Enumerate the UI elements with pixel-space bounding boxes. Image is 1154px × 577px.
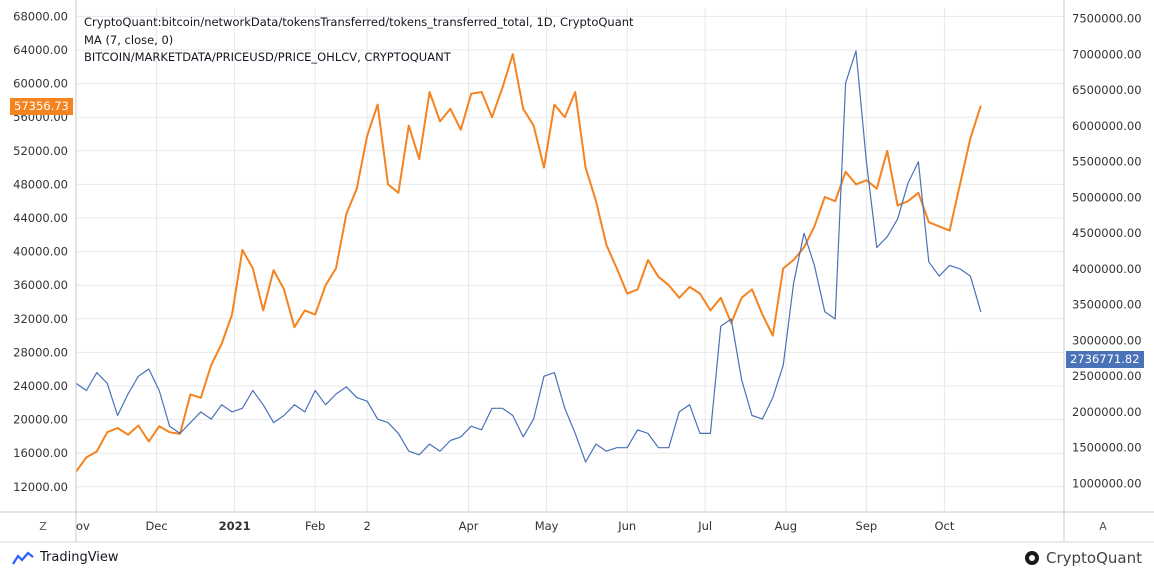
x-tick-label: ov — [76, 519, 90, 533]
tradingview-brand[interactable]: TradingView — [12, 550, 119, 565]
right-tick-label: 4000000.00 — [1072, 262, 1142, 276]
right-tick-label: 4500000.00 — [1072, 226, 1142, 240]
series-lines — [75, 50, 982, 473]
right-tick-label: 5000000.00 — [1072, 190, 1142, 204]
price-last-value-badge: 57356.73 — [10, 97, 73, 115]
right-tick-label: 1000000.00 — [1072, 476, 1142, 490]
left-tick-label: 64000.00 — [13, 43, 68, 57]
series-line-tokens — [75, 50, 982, 463]
x-tick-label: Oct — [934, 519, 954, 533]
left-tick-label: 12000.00 — [13, 480, 68, 494]
left-tick-label: 44000.00 — [13, 211, 68, 225]
plot-frame — [0, 0, 1154, 543]
x-tick-label: Aug — [775, 519, 797, 533]
x-tick-label: Dec — [145, 519, 167, 533]
left-tick-label: 60000.00 — [13, 77, 68, 91]
legend-line-price[interactable]: BITCOIN/MARKETDATA/PRICEUSD/PRICE_OHLCV,… — [84, 50, 451, 64]
x-tick-label: 2021 — [219, 519, 251, 533]
x-tick-label: Jun — [617, 519, 636, 533]
tokens-last-value-badge: 2736771.82 — [1066, 351, 1144, 369]
left-tick-label: 32000.00 — [13, 312, 68, 326]
left-tick-label: 48000.00 — [13, 177, 68, 191]
right-tick-label: 5500000.00 — [1072, 155, 1142, 169]
right-tick-label: 7000000.00 — [1072, 47, 1142, 61]
x-tick-label: May — [535, 519, 559, 533]
left-axis-ticks: 12000.00 16000.00 20000.00 24000.00 28000.00… — [13, 9, 68, 493]
right-axis-ticks: 1000000.00 1500000.00 2000000.00 2500000.00… — [1072, 12, 1142, 491]
x-tick-label: Feb — [305, 519, 325, 533]
left-tick-label: 52000.00 — [13, 144, 68, 158]
cryptoquant-logo-icon — [1025, 551, 1039, 565]
right-tick-label: 3500000.00 — [1072, 298, 1142, 312]
x-tick-label: 2 — [364, 519, 371, 533]
right-tick-label: 2500000.00 — [1072, 369, 1142, 383]
left-tick-label: 40000.00 — [13, 245, 68, 259]
x-tick-label: Sep — [856, 519, 878, 533]
left-tick-label: 68000.00 — [13, 9, 68, 23]
series-line-price — [75, 53, 982, 473]
right-tick-label: 7500000.00 — [1072, 12, 1142, 26]
right-tick-label: 2000000.00 — [1072, 405, 1142, 419]
tradingview-logo-icon — [12, 550, 34, 565]
left-tick-label: 20000.00 — [13, 413, 68, 427]
x-tick-label: Apr — [459, 519, 479, 533]
cryptoquant-label: CryptoQuant — [1046, 549, 1142, 567]
cryptoquant-brand[interactable]: CryptoQuant — [1024, 549, 1142, 567]
left-tick-label: 36000.00 — [13, 278, 68, 292]
right-tick-label: 6500000.00 — [1072, 83, 1142, 97]
right-tick-label: 6000000.00 — [1072, 119, 1142, 133]
legend-line-tokens[interactable]: CryptoQuant:bitcoin/networkData/tokensTr… — [84, 15, 634, 29]
x-axis-ticks: ov Dec 2021 Feb 2 Apr May Jun Jul Aug Sep Oct — [76, 519, 955, 533]
right-tick-label: 3000000.00 — [1072, 333, 1142, 347]
right-tick-label: 1500000.00 — [1072, 441, 1142, 455]
auto-scale-button[interactable]: A — [1099, 520, 1107, 533]
chart-grid — [76, 8, 1064, 512]
legend-line-ma[interactable]: MA (7, close, 0) — [84, 32, 174, 47]
left-tick-label: 24000.00 — [13, 379, 68, 393]
tradingview-label: TradingView — [40, 550, 119, 565]
left-tick-label: 28000.00 — [13, 345, 68, 359]
zoom-reset-button[interactable]: Z — [39, 520, 47, 533]
left-tick-label: 16000.00 — [13, 446, 68, 460]
x-tick-label: Jul — [697, 519, 712, 533]
chart-legend: CryptoQuant:bitcoin/networkData/tokensTr… — [84, 14, 634, 67]
